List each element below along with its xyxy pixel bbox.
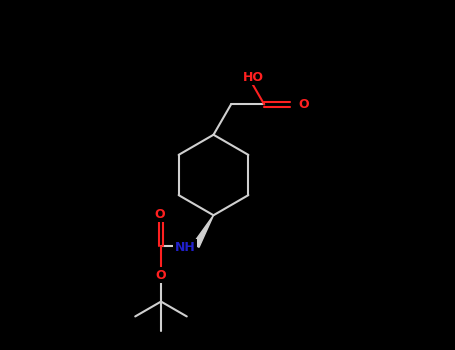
Text: HO: HO bbox=[243, 71, 263, 84]
Text: O: O bbox=[154, 208, 165, 220]
Text: NH: NH bbox=[175, 241, 195, 254]
Polygon shape bbox=[193, 215, 213, 247]
Text: O: O bbox=[156, 269, 167, 282]
Text: O: O bbox=[298, 98, 309, 111]
